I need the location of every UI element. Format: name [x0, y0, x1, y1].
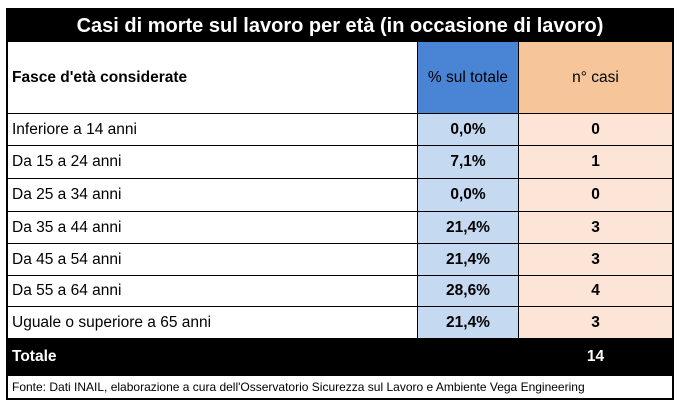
row-percent: 21,4% [417, 244, 519, 275]
row-cases: 1 [519, 146, 672, 178]
source-note: Fonte: Dati INAIL, elaborazione a cura d… [8, 375, 672, 398]
total-label: Totale [12, 348, 57, 365]
table-row: Da 55 a 64 anni 28,6% 4 [8, 276, 672, 307]
row-label: Da 55 a 64 anni [12, 282, 122, 299]
row-cases: 4 [519, 276, 672, 306]
row-percent: 7,1% [417, 146, 519, 178]
header-cases: n° casi [519, 42, 672, 113]
row-label: Da 35 a 44 anni [12, 218, 122, 236]
row-label: Inferiore a 14 anni [12, 120, 137, 138]
header-age-band: Fasce d'età considerate [12, 68, 188, 86]
header-percent: % sul totale [417, 42, 519, 113]
total-row: Totale 14 [8, 339, 672, 375]
row-label: Da 45 a 54 anni [12, 250, 122, 268]
header-row: Fasce d'età considerate % sul totale n° … [8, 42, 672, 114]
row-label: Da 15 a 24 anni [12, 153, 122, 170]
row-percent: 28,6% [417, 276, 519, 306]
row-label: Uguale o superiore a 65 anni [12, 313, 212, 331]
age-deaths-table: Casi di morte sul lavoro per età (in occ… [6, 8, 674, 400]
row-cases: 0 [519, 114, 672, 145]
row-cases: 0 [519, 179, 672, 211]
table-row: Da 15 a 24 anni 7,1% 1 [8, 146, 672, 179]
total-cases: 14 [586, 348, 605, 365]
table-row: Da 35 a 44 anni 21,4% 3 [8, 212, 672, 244]
table-row: Inferiore a 14 anni 0,0% 0 [8, 114, 672, 146]
row-percent: 0,0% [417, 179, 519, 211]
row-cases: 3 [519, 244, 672, 275]
table-row: Da 45 a 54 anni 21,4% 3 [8, 244, 672, 276]
row-percent: 0,0% [417, 114, 519, 145]
row-percent: 21,4% [417, 307, 519, 338]
table-row: Uguale o superiore a 65 anni 21,4% 3 [8, 307, 672, 339]
row-percent: 21,4% [417, 212, 519, 243]
total-percent [417, 339, 519, 375]
row-label: Da 25 a 34 anni [12, 186, 122, 203]
table-row: Da 25 a 34 anni 0,0% 0 [8, 179, 672, 212]
row-cases: 3 [519, 307, 672, 338]
table-title: Casi di morte sul lavoro per età (in occ… [8, 10, 672, 42]
row-cases: 3 [519, 212, 672, 243]
